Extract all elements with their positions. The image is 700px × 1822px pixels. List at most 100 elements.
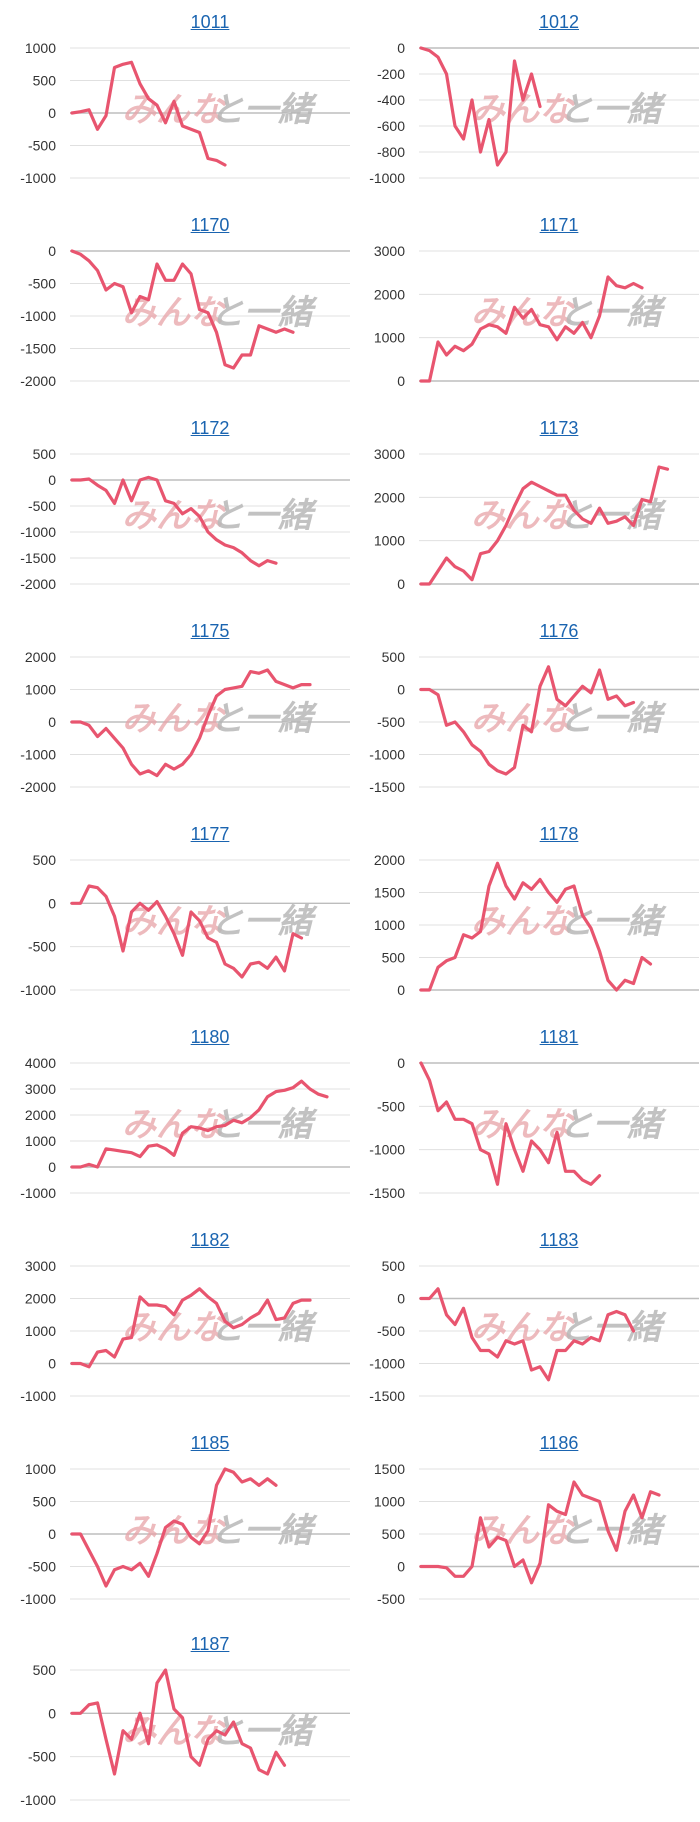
- y-tick-label: -500: [377, 714, 405, 730]
- y-tick-label: -500: [28, 939, 56, 955]
- y-tick-label: -500: [28, 276, 56, 292]
- chart-1178: 1178 2000 1500 1000 500 0 みんな と一緒: [349, 812, 699, 1012]
- y-tick-label: 3000: [25, 1258, 56, 1274]
- chart-title-link[interactable]: 1185: [190, 1433, 230, 1453]
- y-tick-label: 2000: [374, 489, 405, 505]
- chart-1182: 1182 3000 2000 1000 0 -1000 みんな と一緒: [0, 1218, 350, 1418]
- y-tick-label: -1000: [20, 524, 56, 540]
- y-tick-label: 0: [48, 895, 56, 911]
- chart-title-link[interactable]: 1180: [190, 1027, 230, 1047]
- y-tick-label: -1000: [20, 308, 56, 324]
- series-line: [419, 1061, 602, 1186]
- y-tick-label: -1000: [20, 1792, 56, 1808]
- y-tick-label: 1500: [374, 1461, 405, 1477]
- y-tick-label: 1000: [374, 533, 405, 549]
- series-line: [70, 60, 227, 167]
- y-tick-label: -2000: [20, 373, 56, 389]
- watermark-text: みんな: [122, 699, 227, 739]
- chart-1173: 1173 3000 2000 1000 0 みんな と一緒: [349, 406, 699, 606]
- y-tick-label: -1500: [20, 341, 56, 357]
- chart-1185: 1185 1000 500 0 -500 -1000 みんな と一緒: [0, 1421, 350, 1621]
- series-line: [419, 1287, 636, 1382]
- chart-title-link[interactable]: 1177: [190, 824, 230, 844]
- y-tick-label: 0: [48, 243, 56, 259]
- y-tick-label: 0: [48, 472, 56, 488]
- series-line: [419, 275, 644, 383]
- y-tick-label: -1000: [20, 982, 56, 998]
- y-tick-label: 1000: [25, 1323, 56, 1339]
- chart-title-link[interactable]: 1172: [190, 418, 230, 438]
- y-tick-label: 1000: [25, 1461, 56, 1477]
- y-tick-label: -1000: [20, 1388, 56, 1404]
- y-tick-label: 3000: [374, 446, 405, 462]
- chart-1175: 1175 2000 1000 0 -1000 -2000 みんな と一緒: [0, 609, 350, 809]
- y-tick-label: 500: [33, 446, 57, 462]
- y-tick-label: 0: [48, 1526, 56, 1542]
- watermark-text: みんな: [471, 496, 576, 536]
- chart-title-link[interactable]: 1011: [190, 12, 230, 32]
- watermark-text: と一緒: [210, 902, 318, 942]
- chart-title-link[interactable]: 1176: [539, 621, 579, 641]
- chart-title-link[interactable]: 1181: [539, 1027, 579, 1047]
- series-line: [70, 249, 295, 370]
- y-tick-label: 0: [397, 682, 405, 698]
- y-tick-label: -500: [28, 1559, 56, 1575]
- y-tick-label: 0: [397, 576, 405, 592]
- series-line: [70, 668, 312, 778]
- y-tick-label: 500: [382, 649, 406, 665]
- y-tick-label: -1000: [20, 747, 56, 763]
- y-tick-label: -500: [28, 498, 56, 514]
- chart-title-link[interactable]: 1012: [538, 12, 580, 32]
- chart-title-link[interactable]: 1182: [190, 1230, 230, 1250]
- y-tick-label: 3000: [25, 1081, 56, 1097]
- series-line: [70, 1079, 329, 1169]
- chart-title-link[interactable]: 1186: [539, 1433, 579, 1453]
- y-tick-label: 0: [48, 1159, 56, 1175]
- y-tick-label: 1500: [374, 885, 405, 901]
- y-tick-label: 2000: [374, 852, 405, 868]
- y-tick-label: -200: [377, 66, 405, 82]
- y-tick-label: -500: [28, 138, 56, 154]
- y-tick-label: 1000: [25, 40, 56, 56]
- y-tick-label: -1500: [369, 779, 405, 795]
- y-tick-label: -1000: [20, 1591, 56, 1607]
- y-tick-label: 2000: [25, 1107, 56, 1123]
- chart-title-link[interactable]: 1187: [190, 1634, 230, 1654]
- y-tick-label: -2000: [20, 576, 56, 592]
- y-tick-label: 0: [48, 1356, 56, 1372]
- watermark-text: みんな: [471, 902, 576, 942]
- y-tick-label: -1000: [20, 170, 56, 186]
- chart-1171: 1171 3000 2000 1000 0 みんな と一緒: [349, 203, 699, 403]
- y-tick-label: 0: [48, 105, 56, 121]
- chart-title-link[interactable]: 1171: [539, 215, 579, 235]
- y-tick-label: 0: [397, 1291, 405, 1307]
- chart-title-link[interactable]: 1170: [190, 215, 230, 235]
- y-tick-label: 500: [33, 1494, 57, 1510]
- watermark-text: と一緒: [210, 90, 318, 130]
- watermark-text: と一緒: [559, 1105, 667, 1145]
- series-line: [70, 1668, 287, 1776]
- watermark-text: と一緒: [559, 699, 667, 739]
- series-line: [419, 861, 653, 992]
- chart-title-link[interactable]: 1173: [539, 418, 579, 438]
- y-tick-label: 500: [33, 1662, 57, 1678]
- y-tick-label: 0: [397, 982, 405, 998]
- y-tick-label: 0: [48, 1705, 56, 1721]
- series-line: [70, 1287, 312, 1369]
- chart-title-link[interactable]: 1183: [539, 1230, 579, 1250]
- y-tick-label: 3000: [374, 243, 405, 259]
- chart-title-link[interactable]: 1178: [539, 824, 579, 844]
- watermark-text: と一緒: [210, 699, 318, 739]
- chart-title-link[interactable]: 1175: [190, 621, 230, 641]
- chart-1187: 1187 500 0 -500 -1000 みんな と一緒: [0, 1622, 350, 1822]
- y-tick-label: -1000: [369, 1142, 405, 1158]
- y-tick-label: 0: [397, 373, 405, 389]
